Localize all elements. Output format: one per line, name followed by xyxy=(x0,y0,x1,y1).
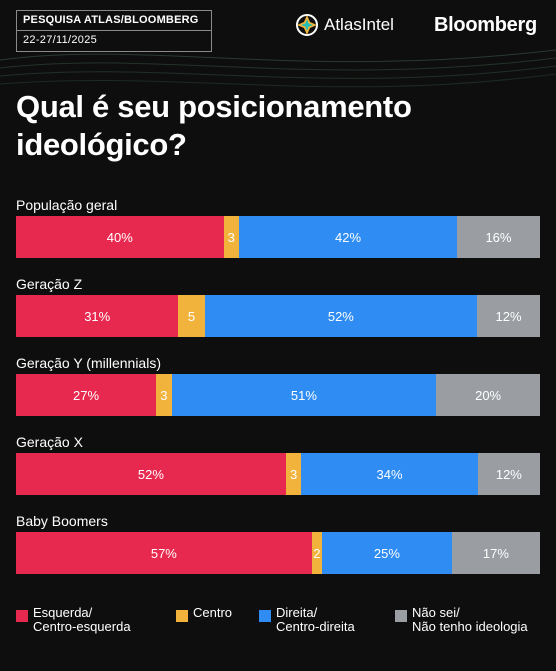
bar-segment-esquerda: 57% xyxy=(16,532,312,574)
bar-segment-esquerda: 40% xyxy=(16,216,224,258)
bar-segment-nao_sei: 20% xyxy=(436,374,540,416)
bar-group: População geral 40% 3 42% 16% xyxy=(16,196,540,258)
legend-item-direita: Direita/ Centro-direita xyxy=(259,606,355,634)
survey-label: PESQUISA ATLAS/BLOOMBERG xyxy=(17,11,211,31)
legend-swatch xyxy=(259,610,271,622)
category-label: População geral xyxy=(16,197,118,213)
stacked-bar: 57% 2 25% 17% xyxy=(16,532,540,574)
legend-item-esquerda: Esquerda/ Centro-esquerda xyxy=(16,606,131,634)
data-label: 25% xyxy=(373,545,400,561)
data-label: 3 xyxy=(227,229,235,245)
data-label: 52% xyxy=(327,308,354,324)
bar-segment-esquerda: 52% xyxy=(16,453,286,495)
atlasintel-mark-icon xyxy=(296,14,318,36)
bar-group: Baby Boomers 57% 2 25% 17% xyxy=(16,512,540,574)
stacked-bar: 27% 3 51% 20% xyxy=(16,374,540,416)
chart-legend: Esquerda/ Centro-esquerda Centro Direita/ … xyxy=(16,606,540,636)
bar-segment-esquerda: 27% xyxy=(16,374,157,416)
survey-header-box: PESQUISA ATLAS/BLOOMBERG 22-27/11/2025 xyxy=(16,10,212,52)
stacked-bar: 31% 5 52% 12% xyxy=(16,295,540,337)
legend-label: Centro xyxy=(193,605,233,620)
survey-date-range: 22-27/11/2025 xyxy=(23,34,98,46)
legend-label: Esquerda/ Centro-esquerda xyxy=(33,605,131,634)
bar-segment-nao_sei: 12% xyxy=(477,295,540,337)
legend-swatch xyxy=(395,610,407,622)
atlasintel-logo: AtlasIntel xyxy=(296,14,394,36)
data-label: 17% xyxy=(482,545,509,561)
category-label: Geração Y (millennials) xyxy=(16,355,161,371)
data-label: 57% xyxy=(150,545,177,561)
data-label: 31% xyxy=(84,308,111,324)
data-label: 16% xyxy=(485,229,512,245)
category-label: Geração X xyxy=(16,434,83,450)
data-label: 3 xyxy=(289,466,298,482)
legend-item-centro: Centro xyxy=(176,606,232,622)
category-label: Baby Boomers xyxy=(16,513,108,529)
bar-segment-centro: 3 xyxy=(156,374,172,416)
stacked-bar: 40% 3 42% 16% xyxy=(16,216,540,258)
category-label: Geração Z xyxy=(16,276,83,292)
legend-label: Não sei/ Não tenho ideologia xyxy=(412,605,528,634)
bar-group: Geração Z 31% 5 52% 12% xyxy=(16,275,540,337)
bar-segment-direita: 52% xyxy=(204,295,478,337)
data-label: 12% xyxy=(495,466,522,482)
bar-segment-direita: 25% xyxy=(322,532,452,574)
bar-segment-centro: 5 xyxy=(178,295,205,337)
bar-segment-centro: 2 xyxy=(311,532,323,574)
bar-segment-esquerda: 31% xyxy=(16,295,179,337)
bar-group: Geração Y (millennials) 27% 3 51% 20% xyxy=(16,354,540,416)
data-label: 2 xyxy=(313,545,321,561)
bar-segment-direita: 51% xyxy=(171,374,437,416)
data-label: 12% xyxy=(495,308,522,324)
bar-segment-nao_sei: 17% xyxy=(451,532,540,574)
data-label: 34% xyxy=(376,466,403,482)
bar-segment-centro: 3 xyxy=(285,453,302,495)
data-label: 20% xyxy=(475,387,502,403)
bar-segment-nao_sei: 16% xyxy=(456,216,540,258)
data-label: 27% xyxy=(73,387,100,403)
bar-group: Geração X 52% 3 34% 12% xyxy=(16,433,540,495)
data-label: 40% xyxy=(106,229,133,245)
bloomberg-brand-text: Bloomberg xyxy=(434,14,537,36)
legend-swatch xyxy=(16,610,28,622)
legend-label: Direita/ Centro-direita xyxy=(276,605,355,634)
bar-segment-direita: 34% xyxy=(301,453,478,495)
legend-swatch xyxy=(176,610,188,622)
stacked-bar: 52% 3 34% 12% xyxy=(16,453,540,495)
bar-segment-centro: 3 xyxy=(223,216,240,258)
legend-item-nao_sei: Não sei/ Não tenho ideologia xyxy=(395,606,528,634)
data-label: 51% xyxy=(290,387,317,403)
bar-segment-nao_sei: 12% xyxy=(477,453,540,495)
data-label: 52% xyxy=(137,466,164,482)
data-label: 5 xyxy=(187,308,196,324)
atlasintel-brand-text: AtlasIntel xyxy=(324,15,394,34)
data-label: 3 xyxy=(160,387,168,403)
data-label: 42% xyxy=(335,229,362,245)
bar-segment-direita: 42% xyxy=(239,216,457,258)
chart-title: Qual é seu posicionamento ideológico? xyxy=(16,89,412,162)
